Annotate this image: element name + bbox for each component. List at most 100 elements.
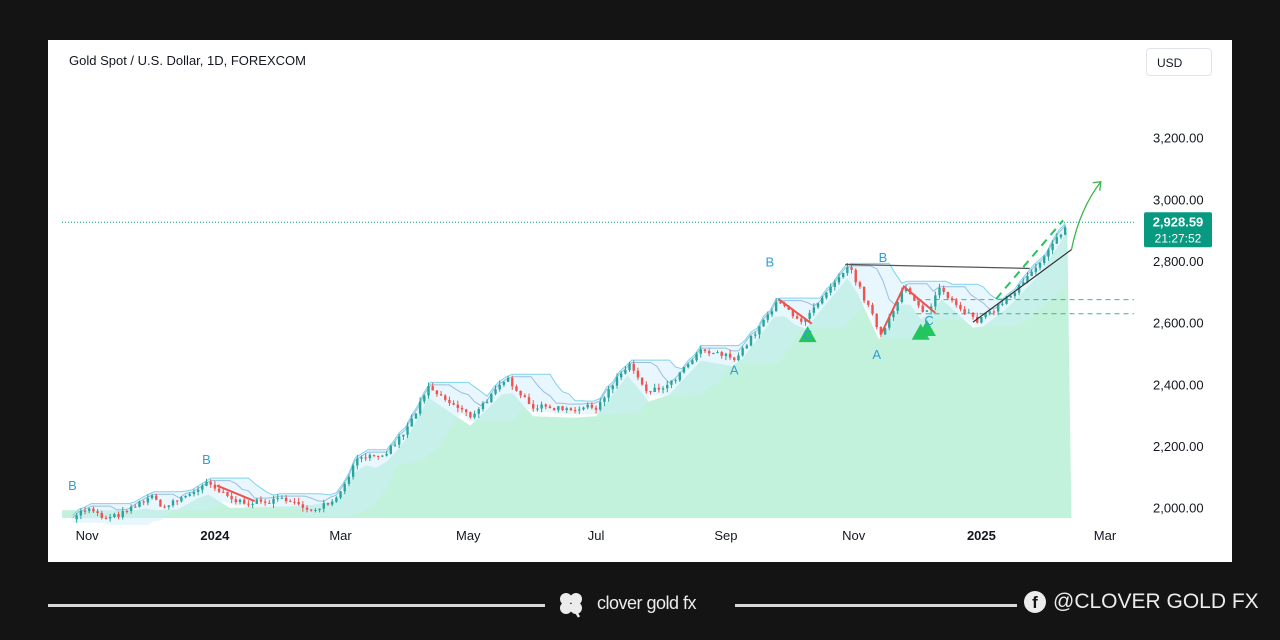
candle-body xyxy=(1043,256,1046,264)
candle-body xyxy=(959,304,962,310)
candle-body xyxy=(117,514,120,518)
candle-body xyxy=(632,363,635,371)
candle-body xyxy=(1009,296,1012,298)
candle-body xyxy=(992,311,996,313)
x-tick-label: May xyxy=(456,528,481,543)
candle-body xyxy=(377,455,380,457)
candle-body xyxy=(330,501,334,505)
candle-body xyxy=(552,408,556,411)
candle-body xyxy=(150,495,154,499)
candle-body xyxy=(83,510,87,512)
candle-body xyxy=(921,305,924,312)
candle-body xyxy=(155,495,158,500)
candle-body xyxy=(724,353,728,356)
candle-body xyxy=(1063,227,1067,235)
candle-body xyxy=(431,386,434,391)
buy-signal-marker xyxy=(798,326,817,343)
candle-body xyxy=(774,302,778,312)
candle-body xyxy=(1047,250,1050,257)
candle-body xyxy=(175,500,179,502)
candle-body xyxy=(234,499,238,503)
candle-body xyxy=(104,517,108,519)
candle-body xyxy=(900,291,904,302)
candle-body xyxy=(875,313,878,328)
candle-body xyxy=(548,406,552,409)
candle-body xyxy=(569,408,573,411)
clover-icon xyxy=(560,593,582,618)
candle-body xyxy=(682,367,686,373)
wave-label: B xyxy=(766,255,775,270)
social-handle: @CLOVER GOLD FX xyxy=(1053,590,1259,613)
candle-body xyxy=(343,483,346,492)
candle-body xyxy=(674,380,677,382)
candle-body xyxy=(1034,267,1038,272)
candle-body xyxy=(456,404,460,408)
candle-body xyxy=(351,465,355,477)
candle-body xyxy=(418,401,422,414)
last-price-badge xyxy=(1144,212,1212,248)
candle-body xyxy=(435,390,439,395)
y-tick-label: 2,400.00 xyxy=(1153,377,1204,392)
candle-body xyxy=(268,502,271,504)
candle-body xyxy=(259,499,263,502)
currency-button[interactable]: USD xyxy=(1146,48,1212,76)
envelope-outer-fill xyxy=(72,223,1066,525)
candle-body xyxy=(1005,297,1008,304)
candle-body xyxy=(469,412,472,418)
candle-body xyxy=(854,269,857,283)
candle-body xyxy=(423,395,426,402)
candle-body xyxy=(670,380,673,385)
candle-body xyxy=(749,335,753,346)
x-tick-label: 2024 xyxy=(200,528,230,543)
candle-body xyxy=(532,404,535,409)
candle-body xyxy=(967,312,971,314)
candle-body xyxy=(498,384,501,390)
candle-body xyxy=(686,364,690,368)
candle-body xyxy=(477,409,480,414)
candle-body xyxy=(661,388,665,390)
candle-body xyxy=(188,494,191,496)
candle-body xyxy=(515,386,518,391)
candle-body xyxy=(506,377,510,382)
candle-body xyxy=(816,303,820,308)
wave-label: C xyxy=(924,313,933,328)
last-price-label: 2,928.59 xyxy=(1153,214,1204,229)
candle-body xyxy=(628,363,631,370)
candle-body xyxy=(108,516,112,519)
candle-body xyxy=(762,319,765,327)
projection-arrowhead xyxy=(1092,181,1102,191)
candle-body xyxy=(883,327,887,335)
y-tick-label: 2,000.00 xyxy=(1153,501,1204,516)
candle-body xyxy=(171,500,175,506)
candle-body xyxy=(100,512,103,518)
candle-body xyxy=(699,349,702,354)
candle-body xyxy=(1022,282,1025,285)
candle-body xyxy=(934,295,937,307)
candle-body xyxy=(502,381,506,385)
candle-body xyxy=(113,514,116,517)
y-tick-label: 2,600.00 xyxy=(1153,316,1204,331)
candle-body xyxy=(745,345,749,349)
candle-body xyxy=(561,406,564,411)
candle-body xyxy=(280,497,284,499)
brand-label: clover gold fx xyxy=(597,593,697,613)
candle-body xyxy=(917,300,920,306)
candle-body xyxy=(209,481,212,485)
candle-body xyxy=(666,384,669,389)
candle-body xyxy=(134,506,137,508)
x-tick-label: Mar xyxy=(329,528,352,543)
price-chart[interactable]: 3,200.00 3,000.00 2,800.00 2,600.00 2,400.00… xyxy=(48,40,1232,562)
x-tick-label: Nov xyxy=(76,528,100,543)
resistance-line xyxy=(845,263,1030,270)
candle-body xyxy=(599,402,602,410)
candle-body xyxy=(297,501,300,505)
candle-body xyxy=(138,501,141,507)
candle-body xyxy=(226,492,229,496)
candle-body xyxy=(322,503,325,509)
candle-body xyxy=(284,497,288,502)
candle-body xyxy=(1051,243,1054,251)
footer-divider-left xyxy=(48,604,545,607)
candle-body xyxy=(310,509,313,511)
candle-body xyxy=(217,488,221,492)
candle-body xyxy=(603,397,606,403)
